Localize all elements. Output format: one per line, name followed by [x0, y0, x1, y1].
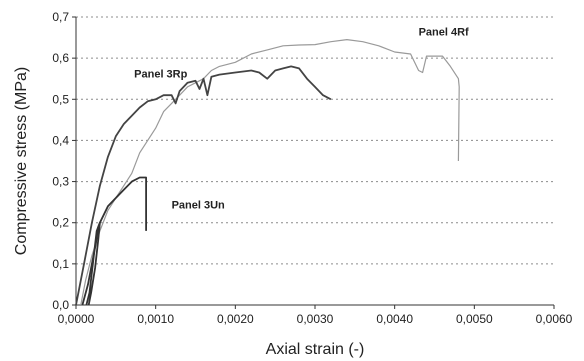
data-series	[75, 38, 460, 306]
annotations: Panel 4Rf Panel 3Rp Panel 3Un	[134, 27, 469, 212]
y-tick-label: 0,2	[52, 216, 69, 230]
x-axis-title: Axial strain (-)	[266, 341, 365, 358]
series-line-panel-3un-hysteresis	[85, 221, 101, 306]
y-tick-label: 0,4	[52, 133, 69, 147]
x-tick-label: 0,0040	[376, 312, 413, 326]
axes	[72, 16, 555, 309]
x-tick-label: 0,0020	[217, 312, 254, 326]
series-line-panel-3rp	[75, 65, 332, 306]
x-tick-label: 0,0010	[137, 312, 174, 326]
y-tick-label: 0,5	[52, 92, 69, 106]
y-tick-label: 0,0	[52, 298, 69, 312]
series-annotation: Panel 4Rf	[419, 27, 469, 39]
series-line-panel-3un	[81, 176, 148, 306]
series-line-panel-4rf	[80, 38, 460, 306]
x-tick-label: 0,0050	[456, 312, 493, 326]
x-tick-label: 0,0030	[297, 312, 334, 326]
series-annotation: Panel 3Rp	[134, 68, 187, 80]
tick-labels: 0,0 0,1 0,2 0,3 0,4 0,5 0,6 0,7 0,0000 0,0010 0,00…	[52, 10, 572, 326]
x-tick-label: 0,0000	[58, 312, 95, 326]
y-axis-title: Compressive stress (MPa)	[13, 67, 30, 255]
y-tick-label: 0,1	[52, 257, 69, 271]
x-tick-label: 0,0060	[536, 312, 573, 326]
y-tick-label: 0,7	[52, 10, 69, 24]
y-tick-label: 0,6	[52, 51, 69, 65]
series-annotation: Panel 3Un	[172, 199, 225, 211]
y-tick-label: 0,3	[52, 175, 69, 189]
